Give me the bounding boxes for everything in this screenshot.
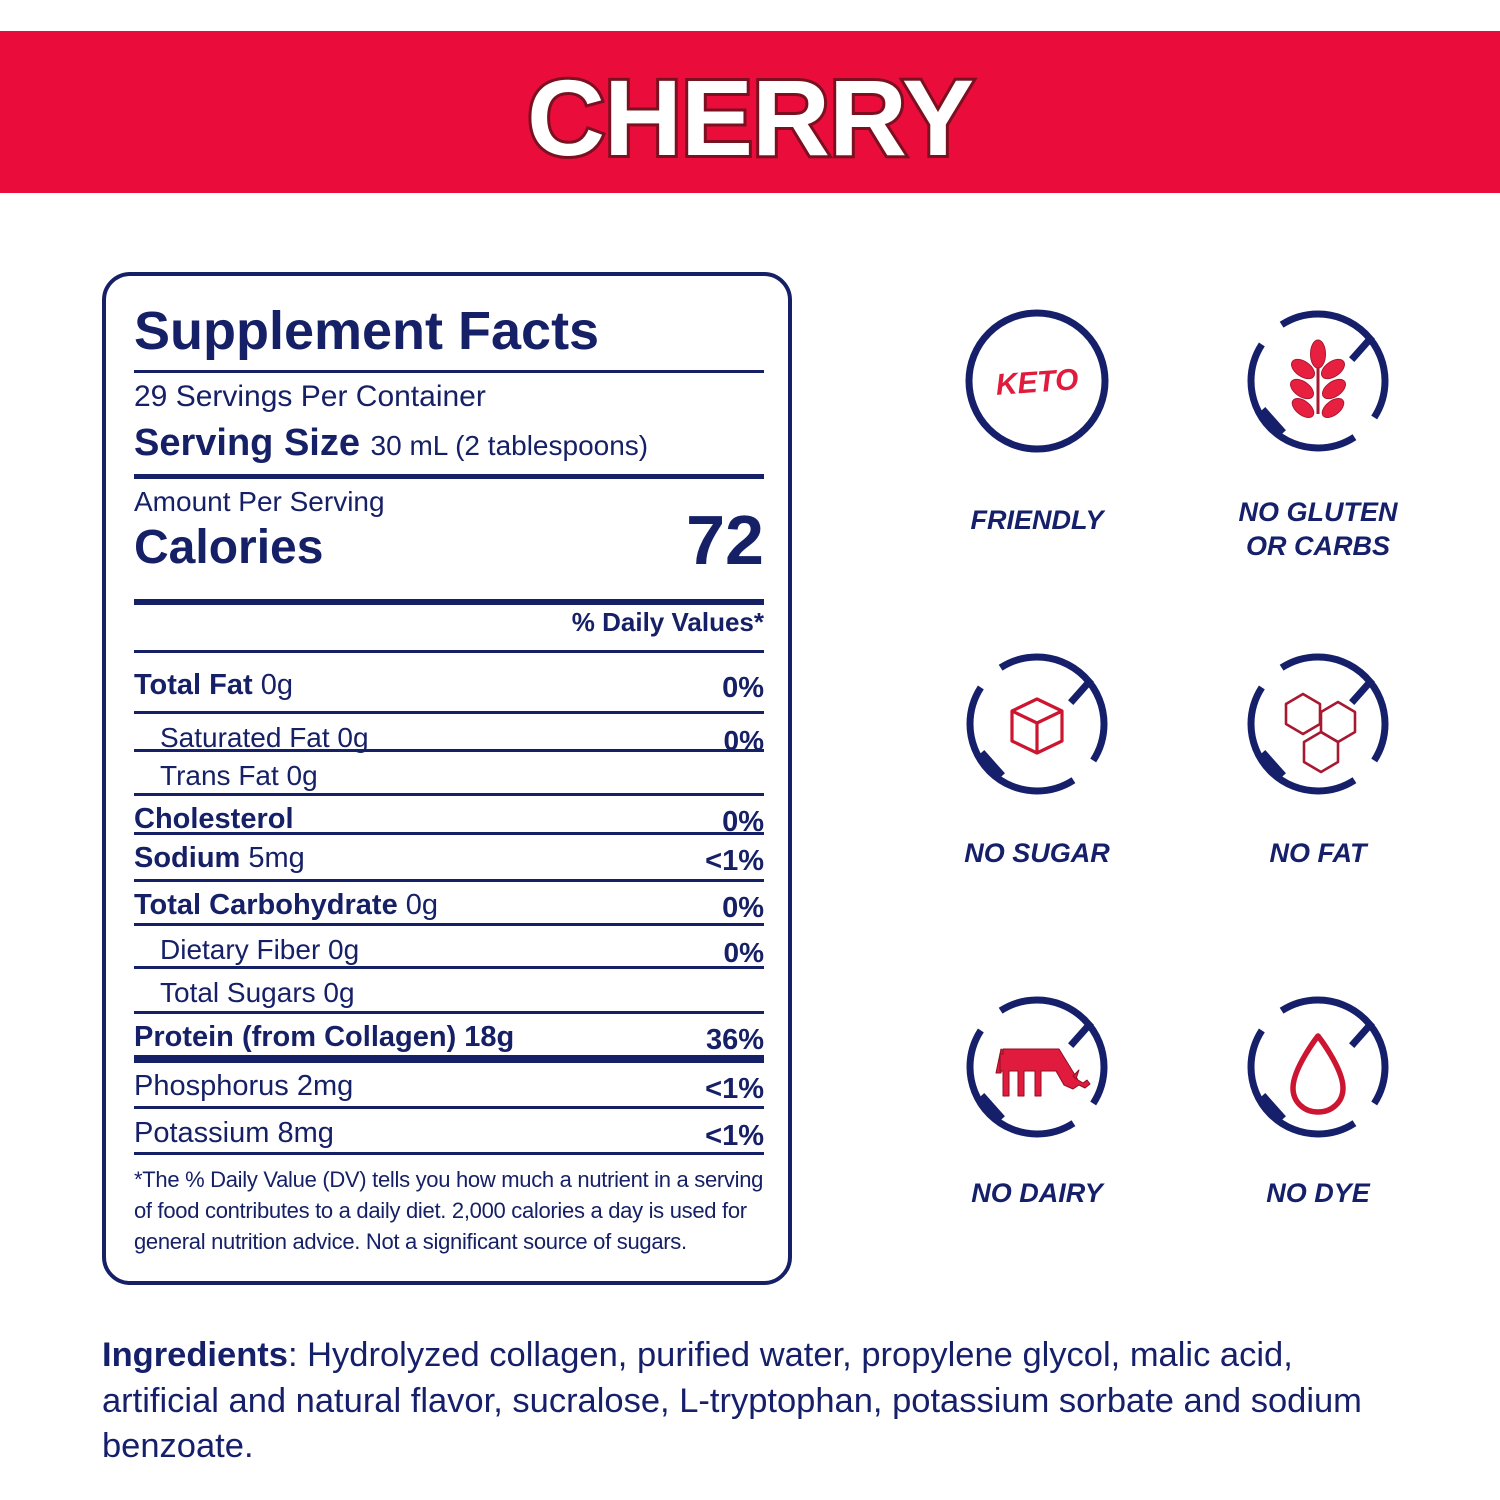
svg-text:KETO: KETO (995, 363, 1080, 402)
